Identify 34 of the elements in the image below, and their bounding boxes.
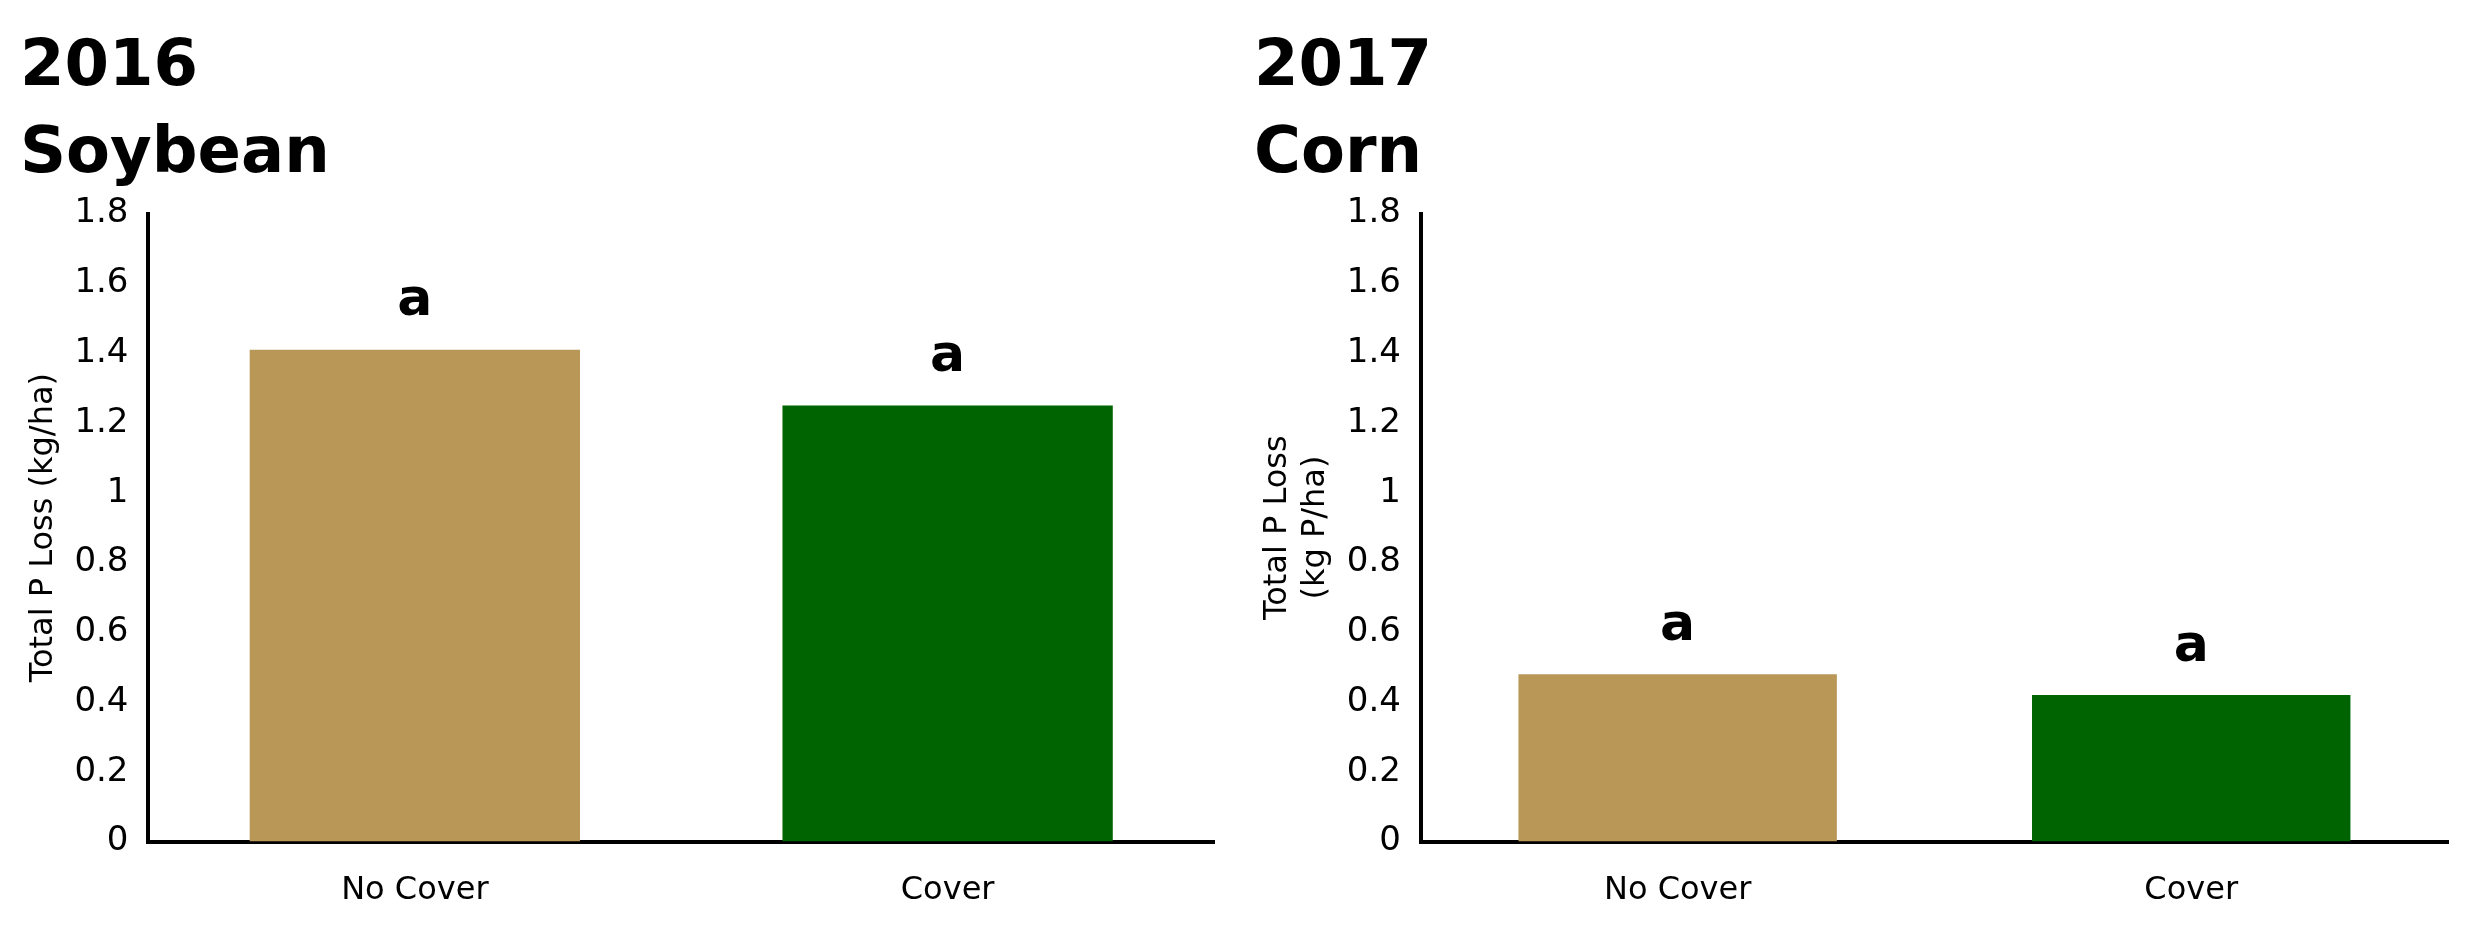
y-tick-label: 1.6 (74, 260, 129, 301)
y-tick-label: 1.6 (1346, 260, 1401, 301)
annotation: a (930, 323, 966, 383)
x-tick-label: No Cover (1603, 869, 1753, 908)
y-tick-label: 0.8 (1346, 539, 1401, 580)
chart-subtitle: Corn (1254, 112, 1423, 187)
y-tick-label: 1.8 (1346, 190, 1401, 231)
y-tick-label: 0.4 (74, 678, 129, 719)
y-tick-label: 0.6 (74, 609, 129, 650)
y-tick-label: 0.6 (1346, 609, 1401, 650)
y-tick-label: 1.4 (1346, 329, 1401, 370)
annotation: a (1660, 591, 1696, 652)
annotation: a (2173, 612, 2209, 673)
y-tick-label: 0.2 (74, 748, 129, 789)
chart-title: 2017 (1254, 26, 1433, 101)
y-tick-label: 1.2 (1346, 399, 1401, 440)
y-tick-label: 1 (1379, 469, 1401, 510)
y-tick-label: 0.4 (1346, 678, 1401, 719)
y-tick-label: 1.2 (74, 399, 129, 440)
x-tick-label: Cover (900, 869, 996, 908)
y-tick-label: 0.2 (1346, 748, 1401, 789)
y-tick-label: 1 (106, 469, 129, 510)
y-tick-label: 0.8 (74, 539, 129, 580)
y-axis-title: Total P Loss (kg P/ha) (1255, 435, 1332, 621)
y-tick-label: 0 (1379, 818, 1401, 859)
y-tick-label: 1.4 (74, 329, 129, 370)
x-tick-label: No Cover (341, 869, 490, 908)
y-tick-label: 1.8 (74, 190, 129, 231)
y-tick-label: 0 (106, 818, 129, 859)
annotation: a (397, 267, 433, 328)
chart-title: 2016 (20, 26, 199, 101)
chart-subtitle: Soybean (20, 112, 330, 187)
x-tick-label: Cover (2144, 869, 2239, 908)
y-axis-title: Total P Loss (kg/ha) (21, 372, 60, 684)
